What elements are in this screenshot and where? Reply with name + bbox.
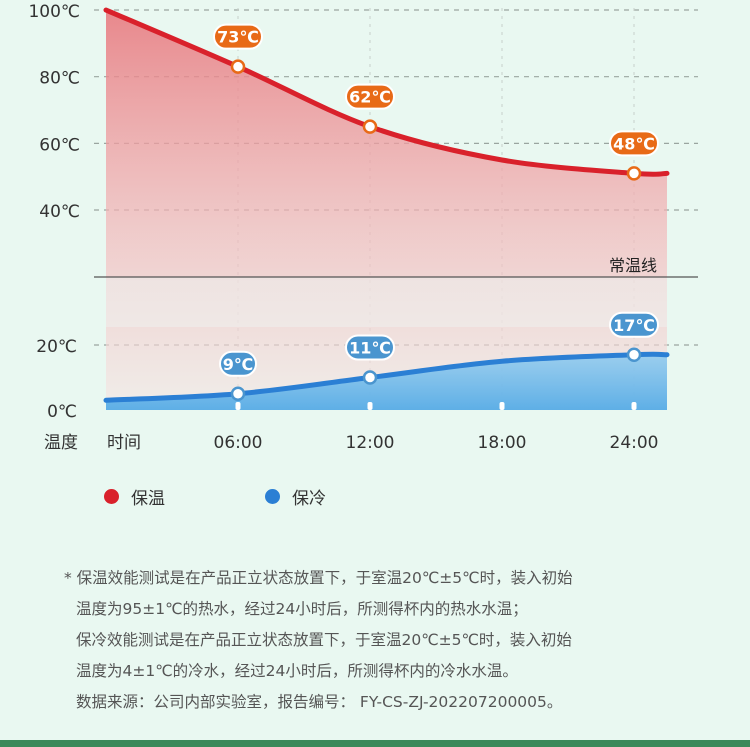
bottom-bar bbox=[0, 740, 750, 747]
test-notes: * 保温效能测试是在产品正立状态放置下，于室温20℃±5℃时，装入初始 温度为9… bbox=[64, 563, 704, 718]
ambient-line-label: 常温线 bbox=[609, 256, 657, 275]
y-tick-label: 40℃ bbox=[39, 202, 80, 222]
data-label: 62℃ bbox=[349, 88, 391, 107]
legend-cold-label: 保冷 bbox=[292, 489, 326, 509]
data-label-badge bbox=[609, 130, 659, 157]
note-line: 温度为95±1℃的热水，经过24小时后，所测得杯内的热水水温； bbox=[76, 600, 528, 618]
legend-warm-label: 保温 bbox=[131, 489, 165, 509]
data-label: 9℃ bbox=[223, 355, 254, 374]
data-label: 17℃ bbox=[613, 316, 655, 335]
legend-cold-dot bbox=[265, 489, 280, 504]
data-point bbox=[230, 59, 246, 74]
x-tick-marker bbox=[631, 402, 637, 410]
x-tick-label: 06:00 bbox=[214, 433, 263, 453]
y-tick-label: 0℃ bbox=[47, 402, 77, 422]
x-tick-marker bbox=[367, 402, 373, 410]
legend-item-warm: 保温 bbox=[104, 484, 165, 509]
ambient-line: 常温线 bbox=[94, 256, 698, 327]
y-tick-label: 20℃ bbox=[36, 337, 77, 357]
temperature-chart: 常温线 73℃ 62℃ 48℃ 9℃ 11℃ 17℃ 100℃ 80℃ 60℃ 40℃ 20℃ 0℃… bbox=[28, 2, 698, 453]
data-label: 11℃ bbox=[349, 339, 391, 358]
data-label-badge bbox=[345, 334, 395, 361]
data-label: 48℃ bbox=[613, 134, 655, 153]
data-point bbox=[230, 386, 246, 401]
note-line: 温度为4±1℃的冷水，经过24小时后，所测得杯内的冷水水温。 bbox=[76, 662, 518, 680]
note-line: 保冷效能测试是在产品正立状态放置下，于室温20℃±5℃时，装入初始 bbox=[76, 631, 572, 649]
y-axis-title: 温度 bbox=[44, 433, 78, 453]
y-tick-label: 100℃ bbox=[28, 2, 80, 22]
axis-labels: 100℃ 80℃ 60℃ 40℃ 20℃ 0℃ 温度 时间 06:00 12:00 18:00 24:… bbox=[28, 2, 658, 453]
x-axis-title: 时间 bbox=[107, 433, 141, 453]
note-line: * 保温效能测试是在产品正立状态放置下，于室温20℃±5℃时，装入初始 bbox=[64, 569, 573, 587]
x-tick-marker bbox=[235, 402, 241, 410]
x-tick-markers bbox=[235, 402, 637, 410]
legend: 保温 保冷 bbox=[104, 484, 426, 509]
data-label-badge bbox=[213, 23, 263, 50]
x-tick-label: 12:00 bbox=[346, 433, 395, 453]
x-tick-label: 18:00 bbox=[478, 433, 527, 453]
data-label-badge bbox=[609, 311, 659, 338]
ambient-band bbox=[106, 277, 667, 327]
y-tick-label: 80℃ bbox=[39, 69, 80, 89]
data-point bbox=[626, 347, 642, 362]
data-label: 73℃ bbox=[217, 28, 259, 47]
series-area bbox=[106, 354, 667, 410]
data-label-badge bbox=[219, 350, 257, 377]
series-points bbox=[230, 59, 642, 401]
series-labels: 73℃ 62℃ 48℃ 9℃ 11℃ 17℃ bbox=[213, 23, 659, 377]
note-line: 数据来源：公司内部实验室，报告编号： FY-CS-ZJ-202207200005… bbox=[76, 693, 563, 711]
data-point bbox=[362, 370, 378, 385]
data-label-badge bbox=[345, 83, 395, 110]
y-tick-label: 60℃ bbox=[39, 135, 80, 155]
x-tick-marker bbox=[499, 402, 505, 410]
legend-item-cold: 保冷 bbox=[265, 484, 326, 509]
data-point bbox=[626, 166, 642, 181]
data-point bbox=[362, 119, 378, 134]
legend-warm-dot bbox=[104, 489, 119, 504]
x-tick-label: 24:00 bbox=[610, 433, 659, 453]
